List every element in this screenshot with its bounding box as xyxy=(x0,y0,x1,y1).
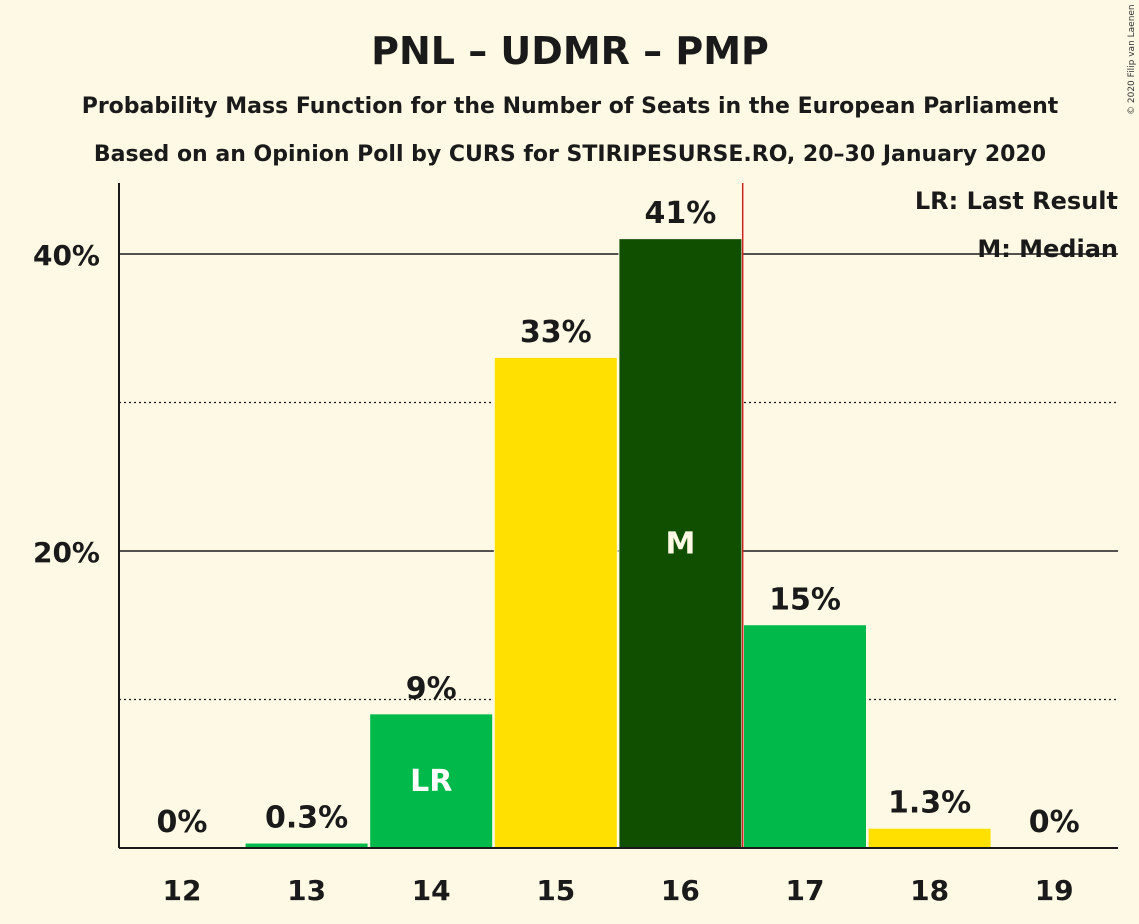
data-label: 1.3% xyxy=(888,786,971,821)
x-tick-label: 12 xyxy=(163,874,202,907)
data-label: 0% xyxy=(1029,805,1080,840)
bars xyxy=(244,237,992,848)
data-label: 0.3% xyxy=(265,801,348,836)
legend-median: M: Median xyxy=(977,235,1118,263)
bar xyxy=(619,239,742,848)
data-label: 9% xyxy=(406,671,457,706)
y-tick-label: 40% xyxy=(33,239,100,272)
data-label: 0% xyxy=(157,805,208,840)
axes: 12 13 14 15 16 17 18 19 xyxy=(118,183,1118,907)
bar xyxy=(245,843,368,848)
legend-last-result: LR: Last Result xyxy=(915,187,1118,215)
data-label: 41% xyxy=(644,196,716,231)
x-tick-label: 14 xyxy=(412,874,451,907)
x-tick-label: 19 xyxy=(1035,874,1074,907)
chart-title: PNL – UDMR – PMP xyxy=(371,29,769,73)
x-tick-label: 16 xyxy=(661,874,700,907)
last-result-marker: LR xyxy=(410,764,452,799)
chart-subtitle-1: Probability Mass Function for the Number… xyxy=(82,94,1059,119)
bar xyxy=(744,625,866,848)
bar xyxy=(494,357,617,848)
x-tick-label: 15 xyxy=(536,874,575,907)
x-tick-label: 13 xyxy=(287,874,326,907)
x-tick-label: 17 xyxy=(786,874,825,907)
data-label: 15% xyxy=(769,582,841,617)
x-tick-label: 18 xyxy=(910,874,949,907)
median-marker: M xyxy=(665,527,695,562)
data-label: 33% xyxy=(520,315,592,350)
bar xyxy=(868,828,991,848)
chart-subtitle-2: Based on an Opinion Poll by CURS for STI… xyxy=(94,142,1046,167)
bar-value-labels: 0% 0.3% 9% LR 33% 41% M 15% 1.3% 0% xyxy=(157,196,1080,840)
bar xyxy=(370,714,493,848)
y-tick-label: 20% xyxy=(33,536,100,569)
copyright-note: © 2020 Filip van Laenen xyxy=(1127,4,1137,115)
